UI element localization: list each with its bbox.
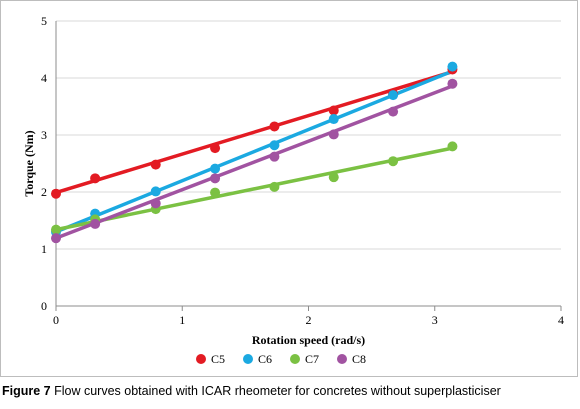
data-point-c6	[210, 163, 221, 174]
legend-marker-c7	[290, 354, 300, 364]
data-point-c7	[51, 224, 61, 235]
data-point-c7	[210, 187, 221, 198]
data-point-c7	[269, 181, 280, 192]
fit-line-c6	[54, 69, 455, 234]
data-point-c6	[388, 90, 399, 101]
y-tick-label: 5	[41, 14, 47, 28]
data-point-c8	[90, 218, 101, 229]
legend-marker-c8	[337, 354, 347, 364]
flow-curves-chart: 0 1 2 3 4 5 0 1 2 3 4 Rotation speed (rad/s) Torque …	[22, 14, 564, 366]
data-point-c5	[269, 121, 280, 132]
y-tick-label: 4	[41, 71, 47, 85]
y-tick-label: 3	[41, 128, 47, 142]
data-point-c8	[150, 198, 161, 209]
data-point-c6	[269, 140, 280, 151]
y-tick-label: 1	[41, 242, 47, 256]
fit-line-c5	[54, 69, 455, 195]
data-point-c7	[388, 156, 399, 167]
y-axis-title: Torque (Nm)	[22, 130, 36, 196]
x-axis-title: Rotation speed (rad/s)	[252, 333, 365, 347]
y-tick-label: 2	[41, 185, 47, 199]
data-point-c7	[328, 172, 339, 183]
data-point-c5	[210, 143, 221, 154]
legend-label-c6: C6	[258, 352, 272, 366]
chart-frame: 0 1 2 3 4 5 0 1 2 3 4 Rotation speed (rad/s) Torque …	[0, 0, 578, 377]
y-tick-label: 0	[41, 299, 47, 313]
x-tick-label: 0	[53, 313, 59, 327]
caption-label: Figure 7	[2, 384, 51, 398]
data-point-c8	[328, 129, 339, 140]
data-point-c8	[447, 78, 458, 89]
x-tick-label: 2	[306, 313, 312, 327]
data-point-c8	[388, 106, 399, 117]
data-point-c6	[447, 61, 458, 72]
legend-label-c8: C8	[352, 352, 366, 366]
data-point-c8	[51, 233, 61, 244]
data-point-c5	[51, 188, 61, 199]
fit-line-c8	[54, 84, 455, 240]
caption-text: Flow curves obtained with ICAR rheometer…	[54, 384, 501, 398]
data-point-c5	[150, 159, 161, 170]
data-point-c5	[90, 173, 101, 184]
legend-label-c7: C7	[305, 352, 319, 366]
x-tick-label: 1	[179, 313, 185, 327]
legend-marker-c6	[243, 354, 253, 364]
figure-caption: Figure 7 Flow curves obtained with ICAR …	[2, 384, 578, 398]
data-point-c5	[328, 105, 339, 116]
legend-label-c5: C5	[211, 352, 225, 366]
data-point-c6	[328, 114, 339, 125]
data-point-c8	[269, 151, 280, 162]
fit-line-c7	[54, 146, 455, 232]
legend-marker-c5	[196, 354, 206, 364]
x-tick-label: 4	[558, 313, 564, 327]
data-point-c7	[447, 141, 458, 152]
data-point-c8	[210, 173, 221, 184]
data-point-c6	[150, 186, 161, 197]
x-tick-label: 3	[432, 313, 438, 327]
